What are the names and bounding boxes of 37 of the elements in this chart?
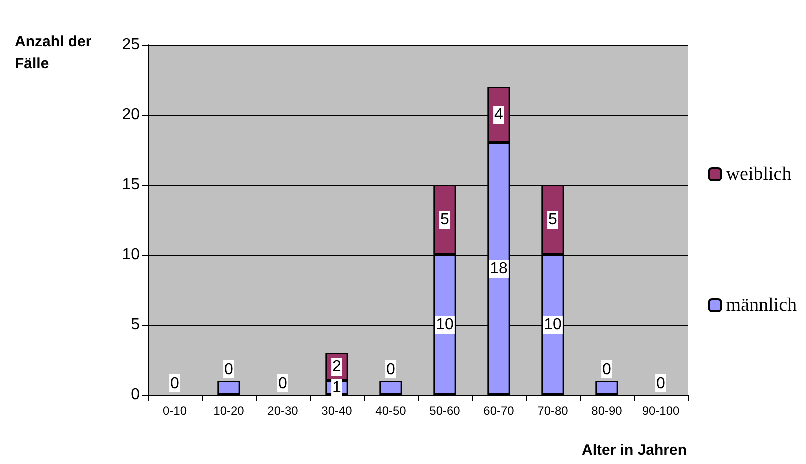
y-tick-label: 20 [122, 106, 140, 124]
data-label: 0 [386, 362, 396, 378]
x-axis-title: Alter in Jahren [582, 442, 688, 459]
data-label: 5 [548, 212, 558, 228]
x-tick-label: 20-30 [268, 404, 299, 418]
legend-label: weiblich [726, 164, 792, 185]
x-tick-label: 40-50 [376, 404, 407, 418]
data-label: 5 [440, 212, 450, 228]
x-tick-label: 70-80 [538, 404, 569, 418]
data-label: 4 [494, 106, 504, 124]
data-label: 0 [656, 376, 666, 392]
bar [218, 381, 240, 395]
data-label: 0 [224, 362, 234, 378]
data-label: 0 [170, 376, 180, 392]
x-tick-label: 30-40 [322, 404, 353, 418]
x-tick-label: 50-60 [430, 404, 461, 418]
y-tick-label: 10 [122, 246, 140, 264]
data-label: 1 [332, 380, 342, 396]
bar [380, 381, 402, 395]
y-tick-label: 5 [131, 316, 140, 334]
bar [596, 381, 618, 395]
y-tick-label: 0 [131, 386, 140, 404]
data-label: 18 [490, 260, 508, 278]
x-tick-label: 0-10 [162, 404, 188, 418]
y-tick-label: 15 [122, 176, 140, 194]
y-axis-title: Anzahl der Fälle [15, 34, 96, 72]
x-tick-label: 10-20 [214, 404, 245, 418]
y-tick-label: 25 [122, 36, 140, 54]
data-label: 2 [332, 358, 342, 376]
x-tick-label: 80-90 [592, 404, 623, 418]
data-label: 0 [602, 362, 612, 378]
legend-label: männlich [726, 295, 798, 316]
data-label: 0 [278, 376, 288, 392]
x-tick-label: 60-70 [484, 404, 515, 418]
x-tick-label: 90-100 [642, 404, 680, 418]
data-label: 10 [544, 316, 562, 334]
data-label: 10 [436, 316, 454, 334]
